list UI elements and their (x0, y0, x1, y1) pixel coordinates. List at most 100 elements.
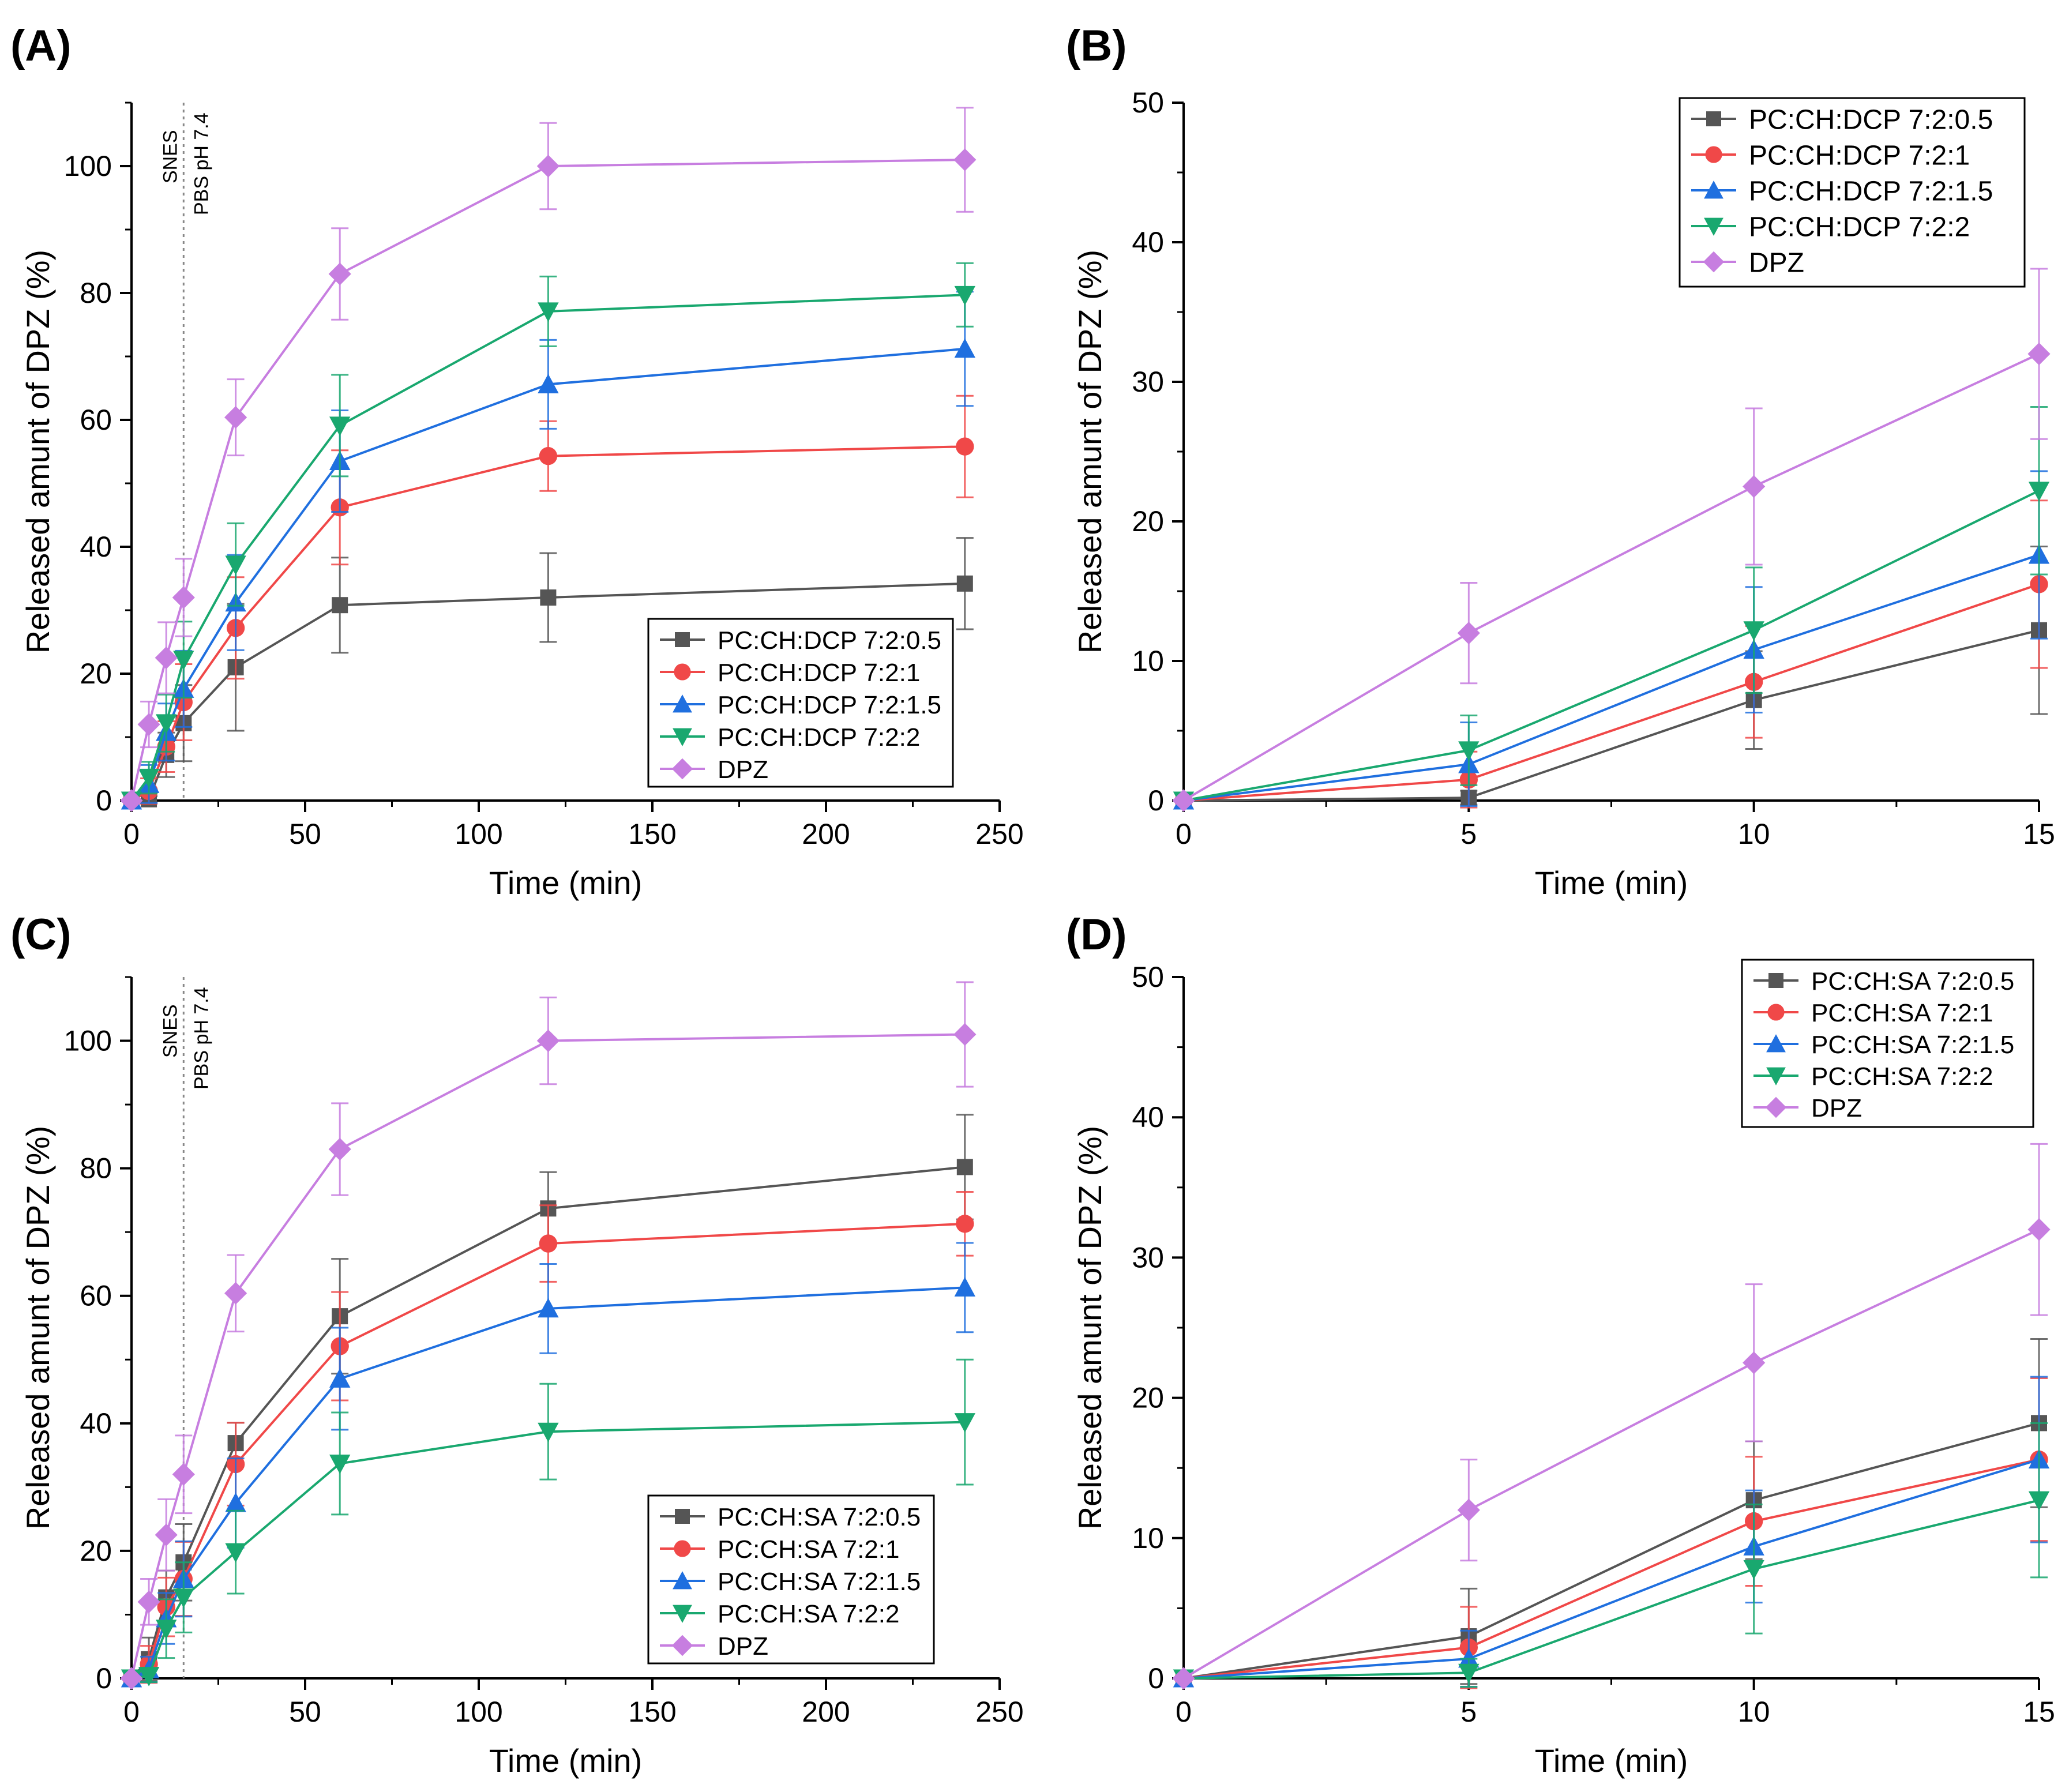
y-tick-label: 0 (1148, 1662, 1164, 1695)
legend-label: DPZ (1749, 247, 1804, 278)
series-line (1183, 489, 2040, 802)
series-line (131, 1286, 965, 1680)
data-point (138, 1667, 160, 1686)
data-point (1458, 1663, 1480, 1684)
legend-label: PC:CH:SA 7:2:0.5 (1811, 967, 2014, 995)
series-2 (1174, 499, 2048, 810)
series-4 (1173, 1422, 2050, 1689)
legend-swatch-marker (1704, 181, 1723, 199)
data-point (1457, 1498, 1480, 1521)
legend-item: PC:CH:SA 7:2:1.5 (660, 1568, 921, 1596)
legend: PC:CH:DCP 7:2:0.5 PC:CH:DCP 7:2:1 PC:CH:DC… (1679, 97, 2026, 288)
series-3 (1173, 1376, 2050, 1688)
data-point (954, 285, 975, 306)
data-point (538, 1422, 559, 1442)
legend-label: PC:CH:DCP 7:2:2 (718, 723, 920, 752)
series-line (1183, 554, 2040, 802)
series-line (1183, 1499, 2040, 1680)
series-5 (120, 981, 977, 1690)
y-tick-label: 30 (1132, 1241, 1164, 1273)
data-point (953, 148, 977, 171)
x-tick-label: 150 (628, 818, 676, 850)
legend-item: PC:CH:SA 7:2:0.5 (660, 1503, 921, 1531)
data-point (1743, 475, 1766, 498)
data-point (954, 1277, 975, 1297)
legend: PC:CH:SA 7:2:0.5 PC:CH:SA 7:2:1 PC:CH:SA 7… (1741, 959, 2034, 1128)
y-tick-label: 40 (80, 531, 112, 563)
y-tick-label: 30 (1132, 366, 1164, 398)
legend-item: PC:CH:SA 7:2:1 (660, 1535, 899, 1564)
y-axis-label: Released amunt of DPZ (%) (1072, 1126, 1108, 1530)
data-point (328, 1137, 351, 1161)
x-tick-label: 10 (1738, 818, 1770, 850)
series-3 (1173, 470, 2050, 810)
y-tick-label: 20 (80, 658, 112, 690)
data-point (225, 1543, 246, 1563)
legend-swatch-marker (1767, 1004, 1785, 1021)
data-point (2027, 1218, 2051, 1241)
panel-d: (D) 0 5 10 15 0 10 20 30 40 50 Time (min) Released a… (1066, 910, 2055, 1779)
panel-c: (C) 0 50 100 150 200 250 0 20 40 60 80 100 Time (min)… (10, 910, 1024, 1779)
data-point (155, 646, 178, 670)
y-tick-label: 100 (64, 1025, 112, 1057)
y-tick-label: 0 (96, 1662, 112, 1695)
data-point (329, 416, 351, 437)
series-5 (1172, 268, 2051, 812)
x-tick-label: 5 (1460, 818, 1477, 850)
legend-box (647, 1494, 935, 1665)
legend-swatch-marker (1705, 146, 1722, 163)
series-line (1183, 1458, 2040, 1680)
legend-item: PC:CH:DCP 7:2:0.5 (660, 626, 941, 655)
phase-label-pbs: PBS pH 7.4 (190, 112, 212, 215)
data-point (173, 1588, 194, 1608)
data-point (539, 1234, 558, 1253)
series-5 (120, 107, 977, 812)
data-point (2028, 482, 2050, 501)
x-axis-label: Time (min) (489, 865, 642, 901)
legend: PC:CH:SA 7:2:0.5 PC:CH:SA 7:2:1 PC:CH:SA 7… (647, 1494, 935, 1665)
legend-label: PC:CH:SA 7:2:1.5 (1811, 1031, 2014, 1059)
legend-swatch-marker (674, 1540, 691, 1557)
data-point (225, 1492, 246, 1512)
legend-label: PC:CH:SA 7:2:0.5 (718, 1503, 921, 1531)
series-line (130, 1166, 965, 1680)
series-line (1183, 629, 2040, 802)
data-point (1457, 622, 1480, 645)
x-tick-label: 15 (2023, 1696, 2055, 1728)
legend-box (1679, 97, 2026, 288)
x-axis-label: Time (min) (1535, 1742, 1688, 1779)
legend-item: PC:CH:DCP 7:2:2 (660, 723, 920, 752)
x-tick-label: 10 (1738, 1696, 1770, 1728)
series-4 (1173, 406, 2050, 812)
data-point (155, 1523, 178, 1546)
y-tick-label: 0 (96, 784, 112, 817)
panel-label: (C) (10, 910, 72, 959)
legend-label: PC:CH:DCP 7:2:1.5 (718, 691, 941, 719)
legend-item: PC:CH:SA 7:2:1 (1753, 999, 1993, 1027)
data-point (536, 155, 560, 178)
y-tick-label: 20 (80, 1535, 112, 1567)
y-tick-label: 50 (1132, 87, 1164, 119)
data-point (956, 1215, 974, 1233)
legend-label: PC:CH:DCP 7:2:1.5 (1749, 176, 1993, 206)
legend-swatch-marker (1766, 1067, 1786, 1085)
data-point (1172, 1667, 1195, 1690)
legend-label: PC:CH:SA 7:2:2 (1811, 1062, 1993, 1091)
data-point (954, 1413, 975, 1433)
legend-label: DPZ (718, 756, 768, 784)
data-point (224, 1282, 247, 1305)
data-point (329, 1454, 351, 1474)
x-tick-label: 100 (455, 818, 502, 850)
legend-item: PC:CH:DCP 7:2:1 (660, 659, 920, 687)
data-point (172, 586, 195, 609)
legend-swatch-marker (1706, 111, 1721, 126)
series-line (130, 294, 965, 802)
series-line (1182, 1228, 2040, 1680)
legend-label: PC:CH:DCP 7:2:0.5 (718, 626, 941, 655)
series-line (130, 1033, 965, 1679)
legend-item: PC:CH:SA 7:2:2 (1753, 1062, 1993, 1091)
legend-swatch-marker (1765, 1096, 1787, 1118)
phase-label-snes: SNES (159, 130, 181, 183)
data-point (536, 1029, 560, 1053)
data-point (137, 713, 160, 736)
